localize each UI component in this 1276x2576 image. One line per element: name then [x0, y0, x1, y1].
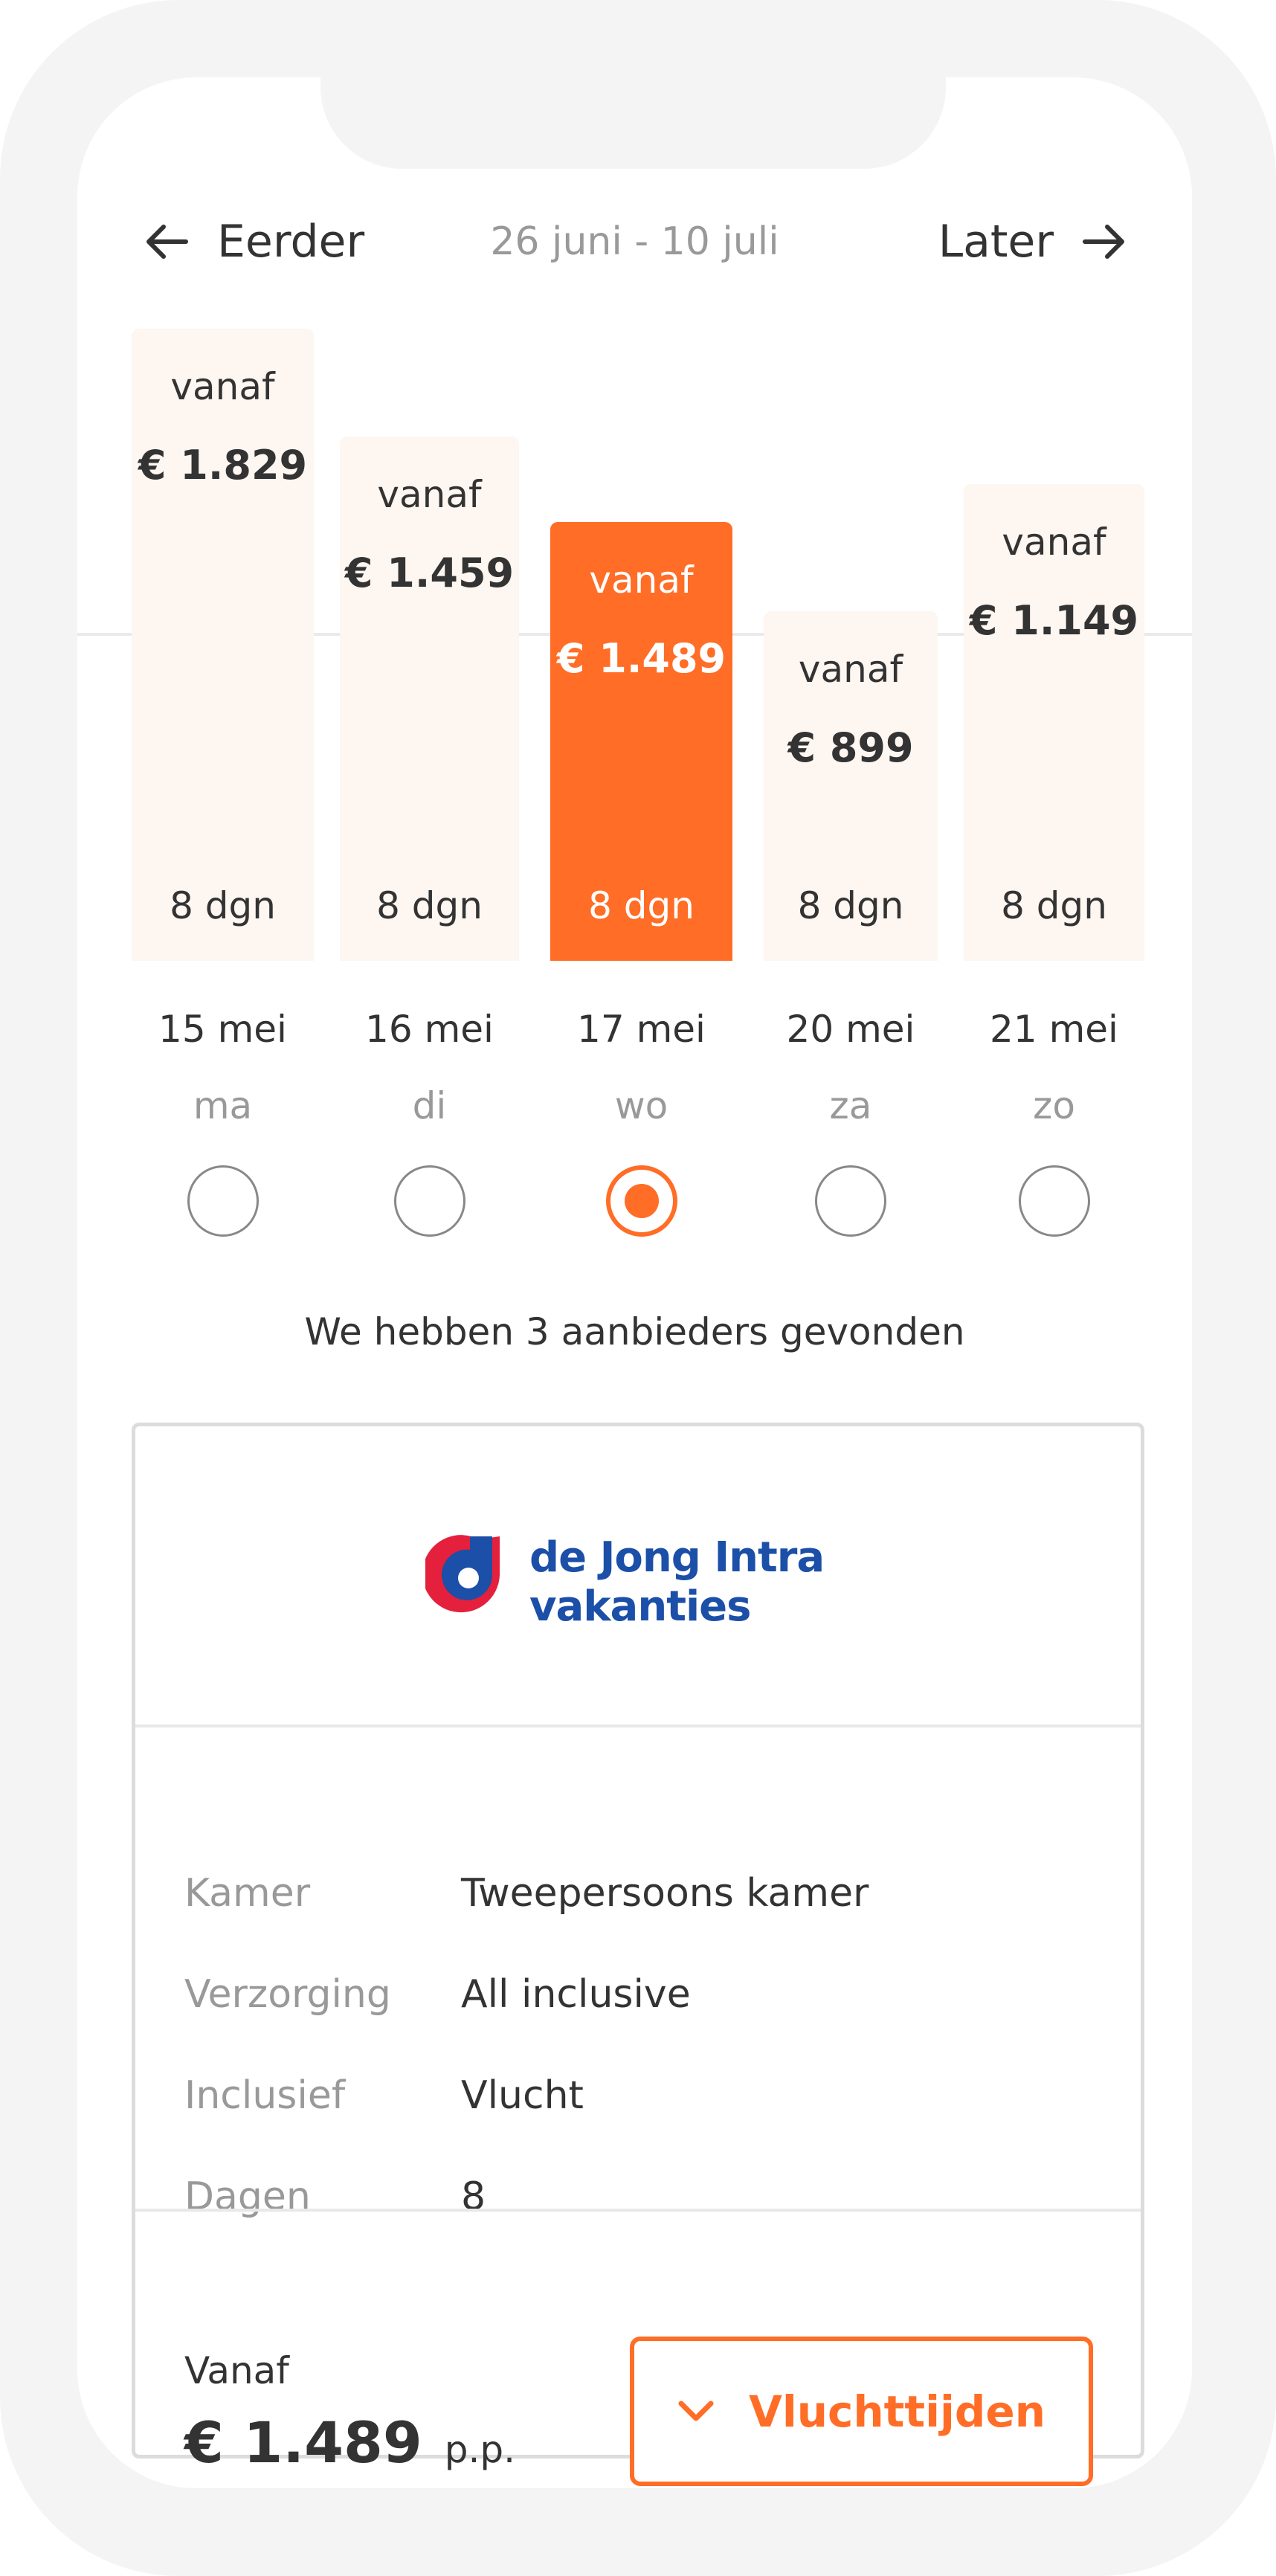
bar-weekday: ma: [193, 1084, 253, 1127]
card-divider: [135, 1725, 1141, 1727]
from-label: vanaf: [589, 558, 694, 602]
bar-weekday: zo: [1033, 1084, 1075, 1127]
detail-value: Vlucht: [461, 2073, 584, 2118]
from-label: Vanaf: [184, 2349, 289, 2392]
offer-price: € 1.489 p.p.: [184, 2409, 515, 2483]
flight-times-label: Vluchttijden: [748, 2386, 1046, 2437]
per-person-label: p.p.: [444, 2428, 515, 2471]
arrow-right-icon: [1083, 225, 1124, 259]
bar-date: 15 mei: [158, 1008, 287, 1051]
price-bar[interactable]: vanaf € 1.149 8 dgn: [964, 484, 1144, 961]
bar-duration: 8 dgn: [588, 884, 695, 927]
bar-price: € 899: [787, 724, 914, 771]
results-count: We hebben 3 aanbieders gevonden: [304, 1310, 965, 1353]
earlier-button[interactable]: Eerder: [144, 215, 364, 268]
price-bar[interactable]: vanaf € 1.829 8 dgn: [132, 329, 314, 961]
price-bar[interactable]: vanaf € 899 8 dgn: [764, 611, 938, 961]
bar-date: 16 mei: [365, 1008, 494, 1051]
bar-weekday: za: [829, 1084, 872, 1127]
chevron-down-icon: [678, 2400, 714, 2421]
bar-duration: 8 dgn: [1001, 884, 1107, 927]
detail-value: All inclusive: [461, 1972, 691, 2017]
bar-weekday: wo: [614, 1084, 668, 1127]
date-radio[interactable]: [605, 1165, 677, 1237]
bar-date: 21 mei: [990, 1008, 1118, 1051]
bar-price: € 1.489: [556, 635, 726, 682]
bar-weekday: di: [412, 1084, 447, 1127]
later-button[interactable]: Later: [938, 215, 1127, 268]
flight-times-button[interactable]: Vluchttijden: [630, 2337, 1093, 2486]
offer-card: de Jong Intra vakanties Kamer Tweepersoon…: [132, 1423, 1144, 2486]
from-label: vanaf: [377, 473, 482, 516]
provider-logo-line2: vakanties: [529, 1582, 751, 1631]
provider-logo-line1: de Jong Intra: [529, 1533, 825, 1582]
screen: Eerder 26 juni - 10 juli Later vanaf € 1…: [77, 77, 1192, 2488]
price-bar[interactable]: vanaf € 1.459 8 dgn: [340, 437, 519, 961]
later-label: Later: [938, 216, 1054, 268]
earlier-label: Eerder: [217, 216, 365, 268]
detail-label: Kamer: [184, 1871, 311, 1916]
bar-duration: 8 dgn: [170, 884, 276, 927]
provider-logo: de Jong Intra vakanties: [422, 1530, 825, 1631]
date-radio[interactable]: [393, 1165, 465, 1237]
bar-date: 17 mei: [577, 1008, 706, 1051]
bar-date: 20 mei: [786, 1008, 915, 1051]
detail-value: Tweepersoons kamer: [461, 1871, 869, 1916]
detail-label: Verzorging: [184, 1972, 391, 2017]
phone-notch: [320, 77, 946, 169]
date-radio[interactable]: [187, 1165, 259, 1237]
from-label: vanaf: [170, 365, 275, 408]
from-label: vanaf: [798, 648, 903, 691]
provider-logo-mark: [422, 1535, 500, 1613]
date-radio[interactable]: [1018, 1165, 1090, 1237]
bar-duration: 8 dgn: [376, 884, 483, 927]
arrow-left-icon: [146, 225, 188, 259]
date-radio[interactable]: [815, 1165, 886, 1237]
card-divider: [135, 2209, 1141, 2212]
from-label: vanaf: [1002, 521, 1106, 564]
bar-duration: 8 dgn: [797, 884, 904, 927]
price-bar[interactable]: vanaf € 1.489 8 dgn: [550, 522, 732, 961]
bar-price: € 1.149: [969, 597, 1139, 644]
price-value: € 1.489: [184, 2409, 422, 2476]
detail-label: Dagen: [184, 2174, 311, 2219]
date-range: 26 juni - 10 juli: [490, 219, 779, 264]
bar-price: € 1.829: [138, 442, 308, 489]
bar-price: € 1.459: [344, 550, 515, 596]
detail-label: Inclusief: [184, 2073, 346, 2118]
detail-value: 8: [461, 2174, 486, 2219]
